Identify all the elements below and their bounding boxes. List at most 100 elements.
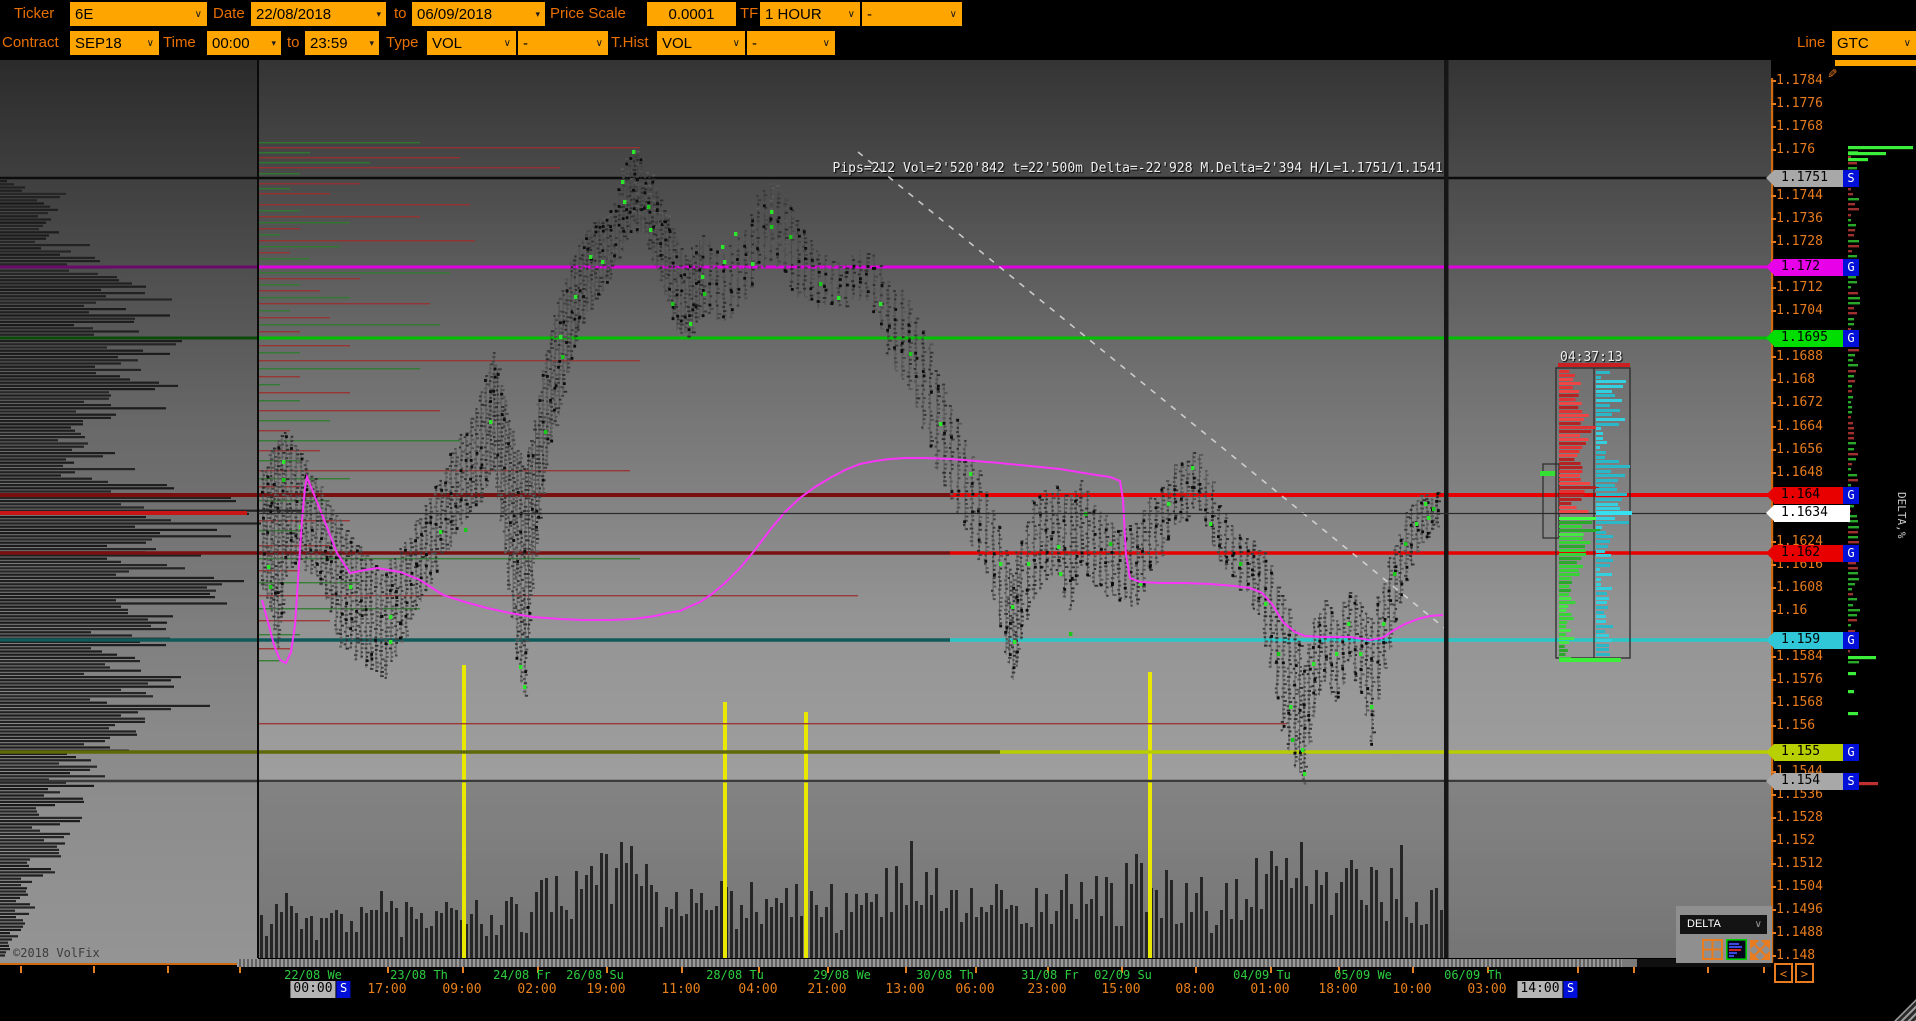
line-type-dropdown[interactable]: GTC ∨ <box>1832 31 1916 55</box>
profile-view-icon[interactable] <box>1726 939 1747 960</box>
price-level-tag: 1.159 G <box>1766 631 1859 649</box>
time-tick <box>1633 966 1635 973</box>
grid-layout-icon[interactable] <box>1702 939 1723 960</box>
time-to-dropdown[interactable]: 23:59 ▾ <box>305 31 379 55</box>
time-from-dropdown[interactable]: 00:00 ▾ <box>207 31 281 55</box>
price-tick <box>1771 817 1776 819</box>
time-label: 03:00 <box>1467 982 1507 997</box>
type2-dropdown[interactable]: - ∨ <box>518 31 608 55</box>
caret-down-icon: ▾ <box>535 8 540 19</box>
time-label: 10:00 <box>1392 982 1432 997</box>
caret-down-icon: ▾ <box>376 8 381 19</box>
date-from-dropdown[interactable]: 22/08/2018 ▾ <box>251 2 386 26</box>
price-scale-label: Price Scale <box>550 5 626 22</box>
price-tick <box>1771 725 1776 727</box>
order-type-badge: G <box>1843 544 1859 562</box>
time-tick <box>1047 966 1049 973</box>
chevron-down-icon: ∨ <box>595 37 603 49</box>
time-tick <box>606 966 608 973</box>
price-tick <box>1771 702 1776 704</box>
caret-down-icon: ▾ <box>369 37 374 48</box>
price-tick-label: 1.176 <box>1776 142 1816 157</box>
price-tick-label: 1.1568 <box>1776 695 1823 710</box>
scroll-left-button[interactable]: < <box>1774 963 1793 983</box>
time-tick <box>387 966 389 973</box>
price-level-tag: 1.1634 <box>1766 504 1850 522</box>
price-tick-label: 1.1768 <box>1776 119 1823 134</box>
time-tick <box>20 966 22 973</box>
price-tick-label: 1.1744 <box>1776 188 1823 203</box>
price-tick-label: 1.1784 <box>1776 73 1823 88</box>
time-tick <box>1577 966 1579 973</box>
time-tick <box>1270 966 1272 973</box>
order-type-badge: G <box>1843 743 1859 761</box>
thist-dropdown[interactable]: VOL ∨ <box>657 31 745 55</box>
scroll-right-button[interactable]: > <box>1795 963 1814 983</box>
price-tick <box>1771 103 1776 105</box>
timeframe2-dropdown[interactable]: - ∨ <box>862 2 962 26</box>
price-tag-value: 1.164 <box>1781 486 1821 502</box>
horizontal-scrollbar-thumb[interactable] <box>237 959 1622 967</box>
price-tick-label: 1.1608 <box>1776 580 1823 595</box>
time-label: 09:00 <box>442 982 482 997</box>
date-label: 06/09 Th <box>1444 968 1502 982</box>
price-tick <box>1771 379 1776 381</box>
price-level-tag: 1.154 S <box>1766 772 1859 790</box>
horizontal-scrollbar-track[interactable] <box>1637 959 1771 967</box>
contract-dropdown[interactable]: SEP18 ∨ <box>70 31 159 55</box>
time-label: 11:00 <box>661 982 701 997</box>
delta-mode-dropdown[interactable]: DELTA ∨ <box>1680 915 1767 934</box>
order-type-badge: G <box>1843 258 1859 276</box>
time-label: Time <box>163 34 196 51</box>
time-tick <box>1707 966 1709 973</box>
time-label: 17:00 <box>367 982 407 997</box>
price-tick <box>1771 356 1776 358</box>
date-label: 24/08 Fr <box>493 968 551 982</box>
tf-label: TF <box>740 5 759 22</box>
price-tick-label: 1.1688 <box>1776 349 1823 364</box>
chevron-down-icon: ∨ <box>732 37 740 49</box>
chevron-down-icon: ∨ <box>847 8 855 20</box>
chevron-down-icon: ∨ <box>503 37 511 49</box>
price-tick <box>1771 449 1776 451</box>
delta-pane-label: DELTA,% <box>1895 492 1908 539</box>
price-tick <box>1771 955 1776 957</box>
price-level-tag: 1.1695 G <box>1766 329 1859 347</box>
price-tick <box>1771 195 1776 197</box>
session-start-tag: 00:00 S <box>290 981 351 998</box>
time-tick <box>1487 966 1489 973</box>
expand-arrows-icon[interactable] <box>1749 939 1770 960</box>
price-tick <box>1771 241 1776 243</box>
date-to-dropdown[interactable]: 06/09/2018 ▾ <box>412 2 545 26</box>
price-tick-label: 1.1704 <box>1776 303 1823 318</box>
price-tick-label: 1.148 <box>1776 948 1816 963</box>
price-tick <box>1771 679 1776 681</box>
time-label: 08:00 <box>1175 982 1215 997</box>
timeframe-dropdown[interactable]: 1 HOUR ∨ <box>760 2 860 26</box>
horizontal-scrollbar-notch[interactable] <box>1622 959 1637 967</box>
ticker-dropdown[interactable]: 6E ∨ <box>70 2 207 26</box>
chevron-down-icon: ∨ <box>949 8 957 20</box>
price-tag-value: 1.162 <box>1781 544 1821 560</box>
pencil-icon[interactable]: ✎ <box>1828 64 1838 82</box>
time-tick <box>1763 966 1765 973</box>
price-tick-label: 1.1584 <box>1776 649 1823 664</box>
price-tick <box>1771 794 1776 796</box>
price-scale-field[interactable]: 0.0001 <box>647 2 736 26</box>
session-badge: S <box>336 981 351 998</box>
price-tick-label: 1.16 <box>1776 603 1808 618</box>
price-tick-label: 1.1664 <box>1776 419 1823 434</box>
price-tick-label: 1.1776 <box>1776 96 1823 111</box>
time-tick <box>537 966 539 973</box>
price-tick-label: 1.152 <box>1776 833 1816 848</box>
type-dropdown[interactable]: VOL ∨ <box>427 31 516 55</box>
thist2-dropdown[interactable]: - ∨ <box>747 31 835 55</box>
session-time-value: 00:00 <box>293 981 333 996</box>
chevron-down-icon: ∨ <box>1903 37 1911 49</box>
time-label: 18:00 <box>1318 982 1358 997</box>
date-label: 02/09 Su <box>1094 968 1152 982</box>
time-tick <box>975 966 977 973</box>
price-level-tag: 1.162 G <box>1766 544 1859 562</box>
time-to-label: to <box>287 34 300 51</box>
